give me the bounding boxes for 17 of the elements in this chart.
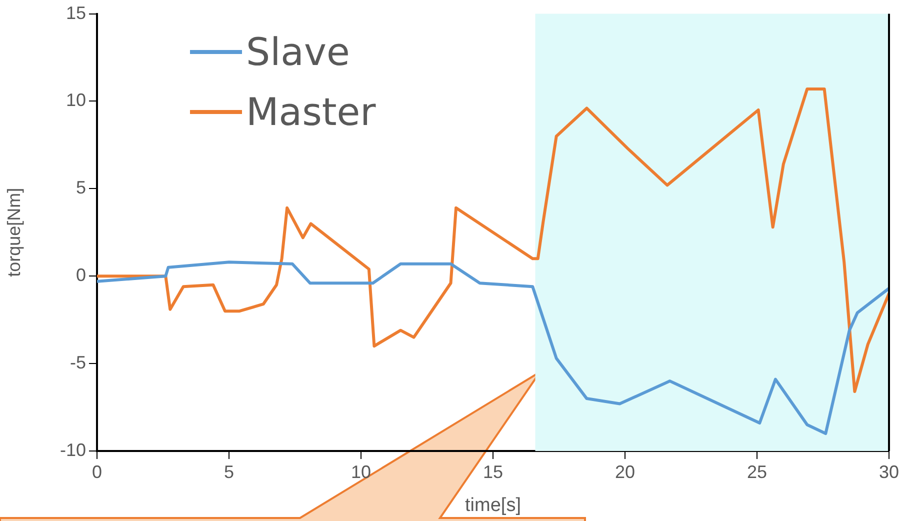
y-tick-label: 10 — [66, 90, 86, 110]
y-tick-label: 5 — [76, 178, 86, 198]
y-tick-label: 0 — [76, 265, 86, 286]
legend-label: Slave — [246, 30, 350, 74]
y-tick-label: 15 — [66, 2, 86, 23]
y-tick-label: -5 — [70, 352, 86, 373]
x-tick-label: 10 — [350, 462, 372, 482]
x-axis-title: time[s] — [465, 494, 521, 516]
x-tick-label: 15 — [482, 462, 504, 482]
x-tick-label: 25 — [746, 462, 768, 482]
x-tick-label: 0 — [92, 462, 102, 482]
y-tick-label: -10 — [60, 440, 86, 460]
x-tick-label: 20 — [614, 462, 636, 482]
y-axis-title: torque[Nm] — [4, 188, 24, 277]
x-tick-label: 5 — [224, 462, 234, 482]
legend-label: Master — [246, 90, 376, 134]
x-tick-label: 30 — [878, 462, 900, 482]
